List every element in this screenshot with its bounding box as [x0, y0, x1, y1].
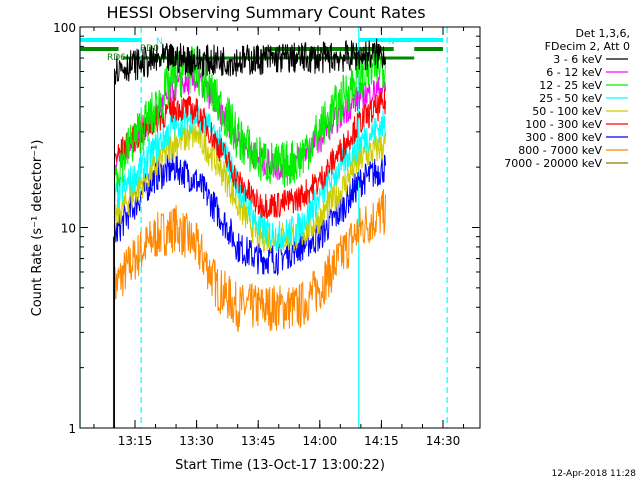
series-line-7	[114, 188, 386, 332]
annotation-label: N	[156, 37, 163, 47]
legend-header: Det 1,3,6,	[575, 27, 630, 40]
legend-entry-label: 12 - 25 keV	[539, 79, 602, 92]
x-tick-label: 14:00	[303, 434, 338, 448]
legend-entry-label: 25 - 50 keV	[539, 92, 602, 105]
legend-header: FDecim 2, Att 0	[545, 40, 630, 53]
legend-entry-label: 800 - 7000 keV	[518, 144, 602, 157]
x-tick-label: 14:30	[426, 434, 461, 448]
series-line-6	[114, 151, 386, 277]
legend-entry-label: 3 - 6 keV	[553, 53, 602, 66]
y-tick-label: 10	[61, 222, 76, 236]
legend-entry-label: 6 - 12 keV	[546, 66, 602, 79]
legend-entry-label: 300 - 800 keV	[525, 131, 602, 144]
y-axis-label: Count Rate (s⁻¹ detector⁻¹)	[30, 140, 45, 317]
timestamp: 12-Apr-2018 11:28	[552, 469, 637, 479]
x-tick-label: 13:15	[118, 434, 153, 448]
annotation-label: N	[388, 37, 395, 47]
chart-title: HESSI Observing Summary Count Rates	[106, 3, 425, 22]
legend-entry-label: 100 - 300 keV	[525, 118, 602, 131]
series-line-0	[114, 38, 386, 86]
y-tick-label: 1	[68, 422, 76, 436]
x-tick-label: 13:45	[241, 434, 276, 448]
series-line-5	[114, 89, 386, 219]
x-tick-label: 14:15	[364, 434, 399, 448]
x-tick-label: 13:30	[179, 434, 214, 448]
x-axis-label: Start Time (13-Oct-17 13:00:22)	[175, 458, 385, 473]
legend-entry-label: 7000 - 20000 keV	[504, 157, 602, 170]
series-layer	[112, 38, 386, 428]
legend-entry-label: 50 - 100 keV	[532, 105, 602, 118]
y-tick-label: 100	[53, 21, 76, 35]
series-line-2	[114, 44, 386, 193]
ticks-layer: 13:15 13:30 13:45 14:00 14:15 14:30 1 10 100	[53, 21, 480, 448]
